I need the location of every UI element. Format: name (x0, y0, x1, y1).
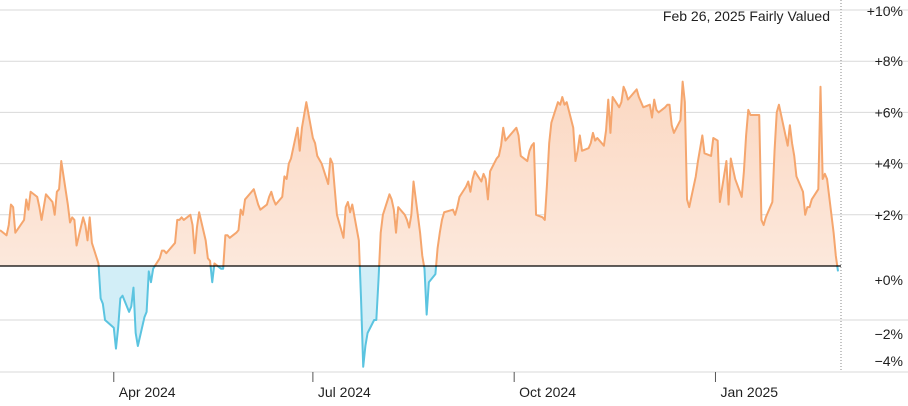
series-line-below (97, 266, 839, 368)
x-tick-label: Apr 2024 (119, 384, 176, 400)
series-line-above (0, 80, 839, 266)
area-fill-above (0, 81, 838, 266)
y-tick-label: +0% (875, 272, 903, 288)
y-tick-label: +10% (867, 3, 903, 19)
y-tick-label: +2% (875, 207, 903, 223)
valuation-header: Feb 26, 2025 Fairly Valued (663, 8, 830, 24)
axis-layer: +10% +8% +6% +4% +2% +0% −2% −4% Apr 2024 Jul 202… (113, 3, 903, 400)
y-tick-label: +8% (875, 53, 903, 69)
area-layer (0, 80, 839, 368)
grid (0, 0, 908, 373)
x-tick-label: Oct 2024 (519, 384, 576, 400)
y-tick-label: −2% (875, 326, 903, 342)
header-status: Fairly Valued (749, 8, 830, 24)
y-tick-label: +4% (875, 156, 903, 172)
y-tick-label: +6% (875, 104, 903, 120)
x-tick-label: Jan 2025 (720, 384, 778, 400)
x-tick-label: Jul 2024 (318, 384, 371, 400)
header-date: Feb 26, 2025 (662, 8, 746, 24)
y-tick-label: −4% (875, 353, 903, 369)
